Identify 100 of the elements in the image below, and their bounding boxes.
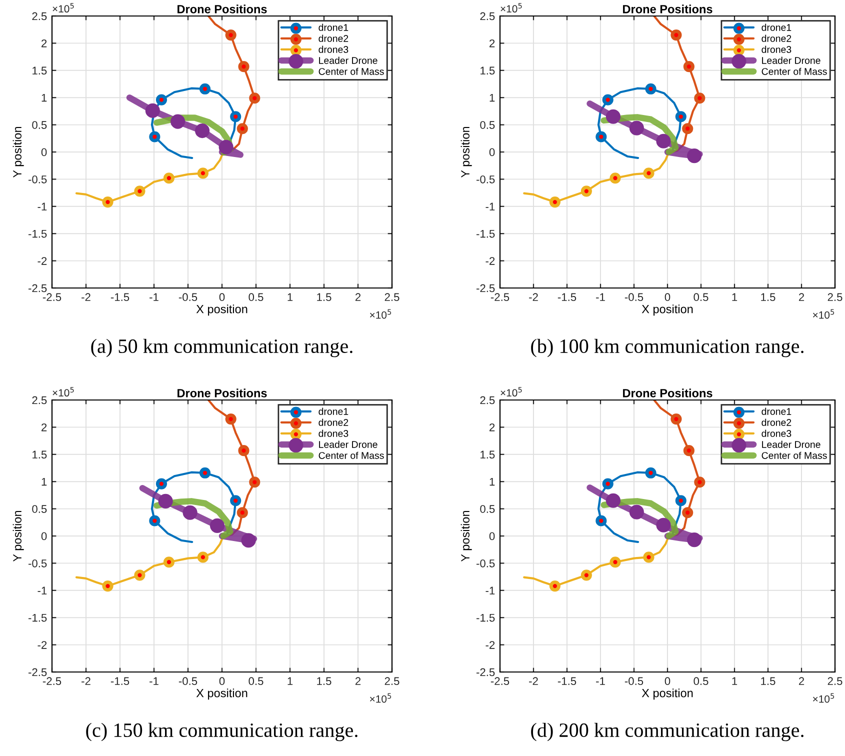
y-tick-label: -2 (486, 641, 495, 649)
text: ×10$^{5}$ (813, 693, 834, 703)
point (580, 186, 592, 197)
legend-label: drone2 (318, 418, 348, 426)
point (629, 504, 644, 520)
point (694, 92, 706, 104)
x-tick-label: 0.5 (248, 677, 264, 686)
y-tick-label: 0 (489, 532, 495, 540)
x-tick-label: 0 (219, 293, 225, 302)
x-tick-label: 2 (355, 293, 361, 301)
point (238, 445, 250, 456)
x-tick-label: -2 (82, 293, 90, 301)
point (675, 111, 686, 122)
point (149, 515, 160, 526)
point (549, 196, 560, 208)
x-tick-label: 2.5 (828, 677, 842, 686)
x-tick-label: -1 (596, 677, 605, 685)
point (670, 30, 682, 41)
y-tick-label: -1.5 (28, 230, 47, 238)
y-tick-label: 2 (42, 39, 47, 48)
y-tick-label: -1 (486, 202, 495, 210)
point (606, 493, 621, 508)
text: ×10$^{5}$ (370, 309, 392, 319)
y-tick-label: 1.5 (480, 450, 495, 459)
legend-label: Center of Mass (762, 452, 827, 459)
point (645, 467, 656, 478)
y-tick-label: 1 (42, 94, 47, 102)
point (238, 61, 250, 72)
y-tick-label: 0.5 (32, 121, 47, 129)
y-tick-label: -2.5 (28, 284, 47, 292)
x-axis-title: X position (642, 688, 693, 700)
y-tick-label: 0 (41, 148, 47, 156)
y-tick-label: -2.5 (28, 668, 47, 676)
point (210, 518, 225, 533)
point (163, 172, 174, 184)
legend-label: drone2 (318, 34, 348, 42)
legend-label: Center of Mass (318, 68, 384, 75)
x-axis-title: X position (196, 688, 248, 700)
y-tick-label: 1 (490, 478, 495, 486)
point (549, 580, 560, 592)
y-tick-label: 0.5 (480, 505, 495, 513)
x-tick-label: -1 (596, 293, 605, 301)
point (182, 505, 198, 520)
text: ×10$^{5}$ (52, 3, 74, 13)
legend-label: Leader Drone (319, 56, 378, 64)
y-tick-label: -2.5 (476, 668, 495, 676)
y-tick-label: -2.5 (476, 284, 495, 292)
chart-title: Drone Positions (623, 388, 712, 398)
x-tick-label: -1 (150, 677, 158, 685)
legend-label: drone1 (318, 408, 348, 415)
y-tick-label: -2 (38, 641, 47, 649)
x-tick-label: -2 (529, 293, 538, 301)
point (682, 123, 694, 134)
point (145, 103, 160, 118)
point (580, 570, 592, 581)
point (102, 196, 114, 208)
text: ×10$^{5}$ (500, 387, 522, 397)
point (694, 476, 706, 488)
x-tick-label: 1 (288, 677, 293, 685)
point (602, 478, 614, 490)
point (687, 532, 702, 548)
y-tick-label: 1.5 (32, 450, 47, 459)
point (225, 30, 236, 41)
y-tick-label: 0 (489, 148, 495, 156)
y-tick-label: -1.5 (476, 614, 495, 622)
point (675, 495, 686, 506)
point (194, 124, 210, 138)
point (596, 131, 607, 142)
x-tick-label: -0.5 (178, 677, 198, 686)
x-tick-label: 2.5 (828, 293, 842, 302)
point (610, 556, 621, 568)
x-tick-label: -1.5 (558, 677, 576, 686)
point (687, 148, 702, 164)
x-tick-label: 2 (798, 677, 804, 685)
y-tick-label: 1 (42, 478, 47, 486)
x-tick-label: -2 (529, 677, 538, 685)
point (606, 109, 621, 124)
legend-label: Leader Drone (762, 440, 820, 448)
y-tick-label: -2 (486, 257, 495, 265)
y-tick-label: 2.5 (32, 396, 47, 404)
x-axis-title: X position (642, 304, 693, 316)
text: ×10$^{5}$ (52, 387, 74, 397)
point (134, 570, 146, 581)
x-tick-label: 0 (219, 677, 225, 686)
x-tick-label: 1.5 (761, 677, 776, 686)
legend-label: drone1 (762, 408, 792, 415)
x-tick-label: 1.5 (761, 293, 776, 302)
y-tick-label: -0.5 (28, 175, 47, 184)
point (682, 507, 694, 518)
point (241, 533, 256, 548)
point (629, 120, 644, 136)
y-tick-label: 2 (490, 423, 495, 432)
legend-label: drone3 (762, 430, 792, 437)
point (197, 552, 208, 563)
y-tick-label: 0.5 (480, 121, 495, 129)
point (610, 172, 621, 184)
y-tick-label: -0.5 (28, 559, 47, 568)
text: (d) 200 km communication range. (531, 722, 804, 742)
point (163, 556, 174, 568)
y-axis-title: Y position (460, 126, 472, 178)
